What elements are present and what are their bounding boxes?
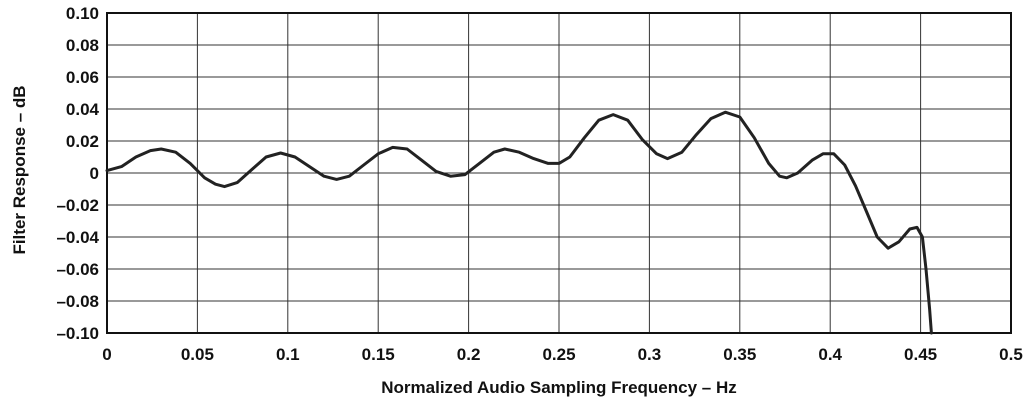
data-point bbox=[421, 159, 423, 161]
x-tick-label: 0.35 bbox=[723, 345, 756, 364]
data-point bbox=[349, 175, 351, 177]
y-tick-label: –0.10 bbox=[56, 324, 99, 343]
x-tick-label: 0.45 bbox=[904, 345, 937, 364]
x-axis-title: Normalized Audio Sampling Frequency – Hz bbox=[381, 378, 736, 397]
data-point bbox=[504, 148, 506, 150]
y-tick-labels: 0.10 0.08 0.06 0.04 0.02 0 –0.02 –0.04 –0.06 –0.0… bbox=[56, 4, 99, 343]
data-point bbox=[280, 152, 282, 154]
x-tick-label: 0.1 bbox=[276, 345, 300, 364]
data-point bbox=[533, 158, 535, 160]
data-point bbox=[493, 151, 495, 153]
y-tick-label: –0.08 bbox=[56, 292, 99, 311]
data-point bbox=[464, 174, 466, 176]
data-point bbox=[916, 227, 918, 229]
data-point bbox=[175, 151, 177, 153]
data-point bbox=[681, 151, 683, 153]
x-tick-label: 0.2 bbox=[457, 345, 481, 364]
data-point bbox=[739, 116, 741, 118]
data-point bbox=[584, 137, 586, 139]
data-point bbox=[251, 169, 253, 171]
x-tick-label: 0.25 bbox=[542, 345, 575, 364]
y-tick-label: 0 bbox=[90, 164, 99, 183]
data-point bbox=[786, 177, 788, 179]
data-point bbox=[844, 164, 846, 166]
data-point bbox=[922, 236, 924, 238]
data-point bbox=[135, 156, 137, 158]
x-tick-label: 0.05 bbox=[181, 345, 214, 364]
data-point bbox=[377, 153, 379, 155]
data-point bbox=[558, 163, 560, 165]
data-point bbox=[121, 166, 123, 168]
data-point bbox=[627, 119, 629, 121]
data-point bbox=[876, 236, 878, 238]
y-tick-label: 0.08 bbox=[66, 36, 99, 55]
data-point bbox=[479, 163, 481, 165]
x-tick-label: 0.15 bbox=[362, 345, 395, 364]
data-point bbox=[931, 332, 933, 334]
data-point bbox=[929, 308, 931, 310]
data-point bbox=[150, 150, 152, 152]
y-axis-title: Filter Response – dB bbox=[10, 85, 29, 254]
grid-lines bbox=[107, 13, 1011, 333]
data-point bbox=[406, 148, 408, 150]
y-tick-label: –0.06 bbox=[56, 260, 99, 279]
y-tick-label: 0.02 bbox=[66, 132, 99, 151]
x-tick-label: 0.5 bbox=[999, 345, 1023, 364]
data-point bbox=[547, 163, 549, 165]
y-tick-label: 0.04 bbox=[66, 100, 100, 119]
data-point bbox=[392, 147, 394, 149]
data-point bbox=[779, 175, 781, 177]
data-point bbox=[866, 211, 868, 213]
data-point bbox=[612, 114, 614, 116]
data-point bbox=[925, 268, 927, 270]
data-point bbox=[822, 153, 824, 155]
data-point bbox=[656, 153, 658, 155]
data-point bbox=[450, 175, 452, 177]
y-tick-label: –0.02 bbox=[56, 196, 99, 215]
data-point bbox=[887, 247, 889, 249]
data-point bbox=[797, 172, 799, 174]
series-line-0 bbox=[107, 112, 931, 333]
data-point bbox=[696, 134, 698, 136]
x-tick-label: 0 bbox=[102, 345, 111, 364]
y-tick-label: 0.10 bbox=[66, 4, 99, 23]
x-tick-label: 0.4 bbox=[818, 345, 842, 364]
data-point bbox=[106, 170, 108, 172]
data-point bbox=[598, 119, 600, 121]
data-point bbox=[189, 163, 191, 165]
data-point bbox=[435, 171, 437, 173]
data-point bbox=[204, 177, 206, 179]
data-point bbox=[710, 118, 712, 120]
data-point bbox=[754, 137, 756, 139]
data-point bbox=[294, 156, 296, 158]
data-point bbox=[833, 153, 835, 155]
series-layer bbox=[106, 111, 932, 333]
data-point bbox=[641, 139, 643, 141]
x-tick-label: 0.3 bbox=[638, 345, 662, 364]
data-point bbox=[768, 163, 770, 165]
data-point bbox=[265, 156, 267, 158]
data-point bbox=[898, 241, 900, 243]
data-point bbox=[518, 151, 520, 153]
data-point bbox=[855, 185, 857, 187]
data-point bbox=[160, 148, 162, 150]
data-point bbox=[323, 175, 325, 177]
data-point bbox=[909, 228, 911, 230]
y-tick-label: 0.06 bbox=[66, 68, 99, 87]
y-tick-label: –0.04 bbox=[56, 228, 99, 247]
data-point bbox=[725, 111, 727, 113]
x-tick-labels: 0 0.05 0.1 0.15 0.2 0.25 0.3 0.35 0.4 0.45 0.5 bbox=[102, 345, 1023, 364]
data-point bbox=[811, 159, 813, 161]
data-point bbox=[309, 166, 311, 168]
data-point bbox=[569, 156, 571, 158]
data-point bbox=[667, 158, 669, 160]
data-point bbox=[224, 186, 226, 188]
data-point bbox=[363, 164, 365, 166]
data-point bbox=[236, 182, 238, 184]
data-point bbox=[336, 179, 338, 181]
data-point bbox=[215, 183, 217, 185]
